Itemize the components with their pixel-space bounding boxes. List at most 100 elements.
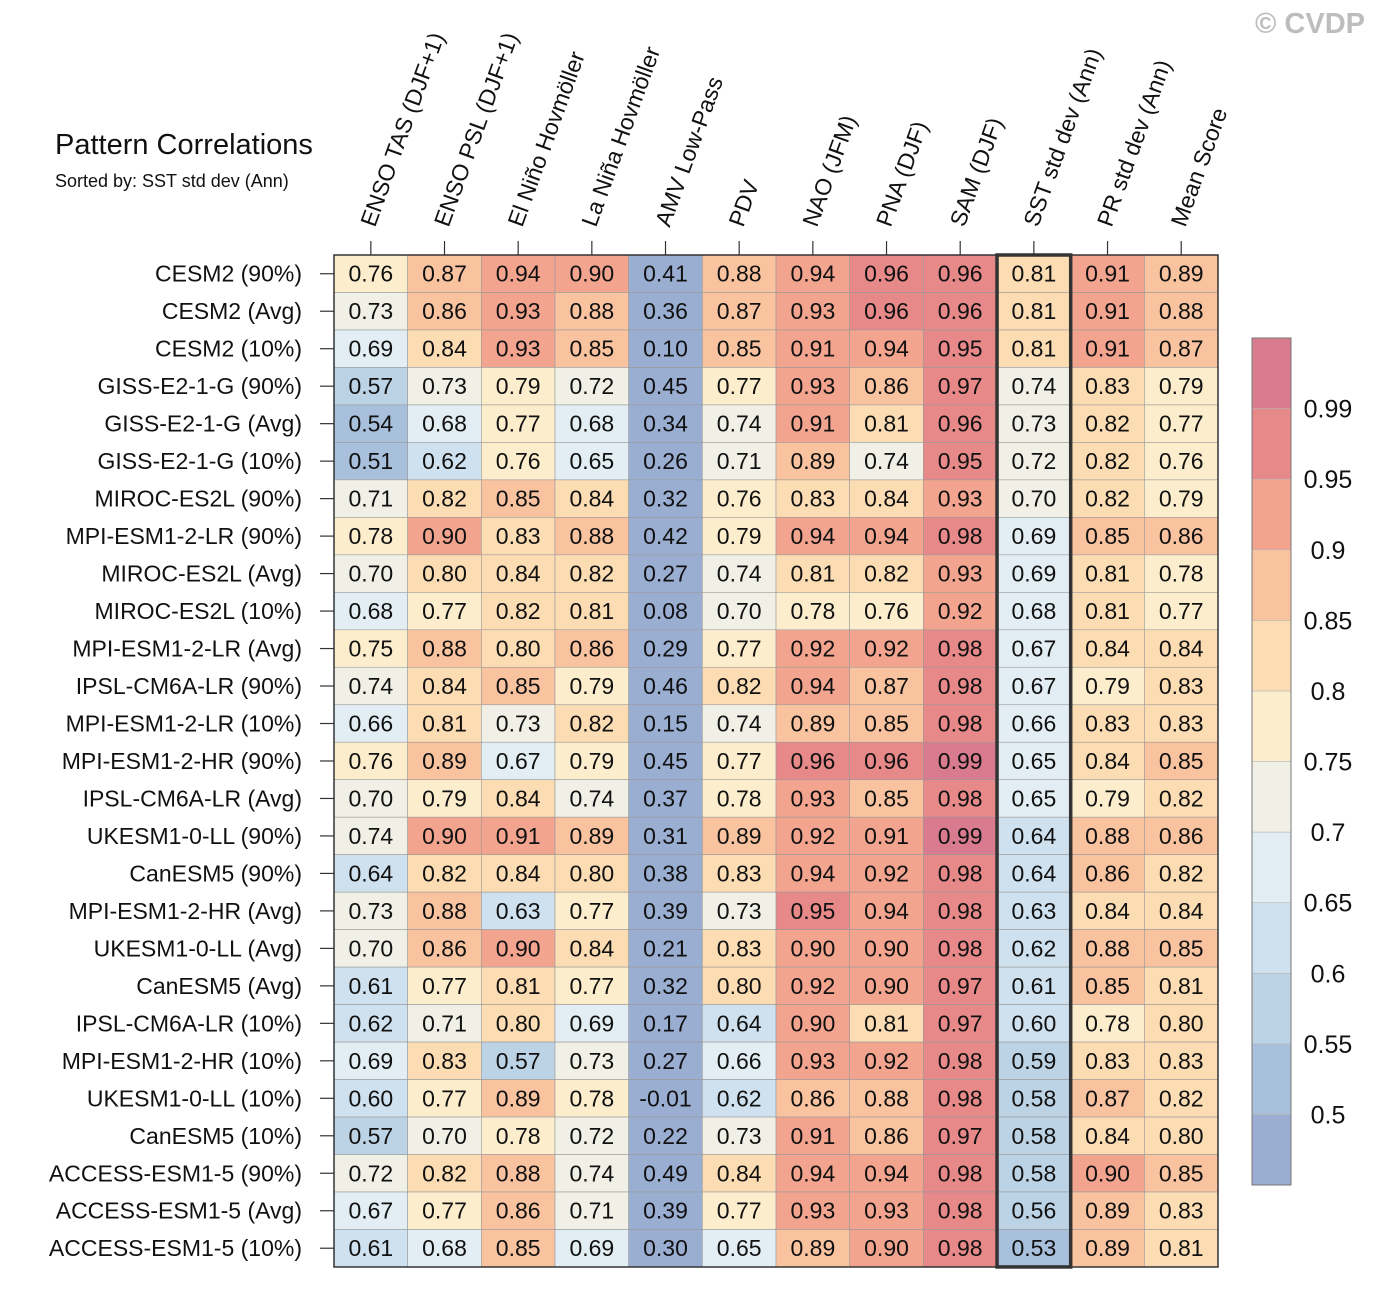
- cell-value: 0.91: [496, 823, 541, 849]
- cell-value: 0.89: [790, 711, 835, 737]
- cell-value: 0.34: [643, 411, 688, 437]
- heatmap-cell: [1144, 704, 1219, 743]
- cell-value: 0.08: [643, 598, 688, 624]
- heatmap-cell: [996, 666, 1072, 706]
- cell-value: 0.98: [938, 935, 983, 961]
- cell-value: 0.84: [496, 785, 541, 811]
- heatmap-cell: [628, 1004, 703, 1043]
- heatmap-cell: [996, 741, 1072, 781]
- heatmap-cell: [554, 292, 629, 331]
- cell-value: 0.87: [1085, 1085, 1130, 1111]
- heatmap-cell: [849, 854, 924, 893]
- heatmap-cell: [407, 629, 482, 668]
- heatmap-cell: [923, 329, 998, 368]
- heatmap-cell: [481, 854, 556, 893]
- heatmap-cell: [333, 816, 408, 855]
- heatmap-cell: [849, 629, 924, 668]
- heatmap-cell: [1144, 329, 1219, 368]
- heatmap-cell: [333, 891, 408, 930]
- heatmap-cell: [1144, 1004, 1219, 1043]
- cell-value: 0.94: [790, 261, 835, 287]
- cell-value: 0.84: [1159, 898, 1204, 924]
- cell-value: 0.88: [1085, 935, 1130, 961]
- row-label: MPI-ESM1-2-LR (90%): [66, 523, 302, 549]
- heatmap-cell: [923, 891, 998, 930]
- cell-value: 0.77: [496, 411, 541, 437]
- row-label: GISS-E2-1-G (10%): [98, 448, 303, 474]
- row-labels: CESM2 (90%) CESM2 (Avg) CESM2 (10%) GISS-E2…: [49, 261, 334, 1261]
- cell-value: 0.32: [643, 486, 688, 512]
- heatmap-cell: [849, 891, 924, 930]
- heatmap-cell: [849, 1079, 924, 1118]
- cell-value: 0.94: [864, 523, 909, 549]
- cell-value: 0.68: [1011, 598, 1056, 624]
- heatmap-cell: [702, 329, 777, 368]
- watermark: © CVDP: [1255, 8, 1365, 40]
- heatmap-cell: [775, 479, 850, 518]
- heatmap-cell: [849, 517, 924, 556]
- cell-value: 0.63: [1011, 898, 1056, 924]
- cell-value: 0.80: [1159, 1010, 1204, 1036]
- cell-value: 0.95: [938, 448, 983, 474]
- heatmap-cell: [702, 1154, 777, 1193]
- heatmap-cell: [481, 779, 556, 818]
- heatmap-cell: [481, 816, 556, 855]
- cell-value: 0.89: [569, 823, 614, 849]
- cell-value: 0.85: [496, 673, 541, 699]
- cell-value: 0.93: [496, 336, 541, 362]
- heatmap-cell: [481, 891, 556, 930]
- heatmap-cell: [407, 292, 482, 331]
- cell-value: 0.64: [717, 1010, 762, 1036]
- cell-value: 0.39: [643, 1198, 688, 1224]
- row-label: UKESM1-0-LL (Avg): [94, 935, 302, 961]
- cell-value: 0.91: [1085, 261, 1130, 287]
- row-label: ACCESS-ESM1-5 (90%): [49, 1160, 302, 1186]
- cell-value: 0.77: [422, 973, 467, 999]
- cell-value: 0.88: [1159, 298, 1204, 324]
- cell-value: 0.82: [1085, 486, 1130, 512]
- heatmap-cell: [1070, 1004, 1145, 1043]
- cell-value: 0.65: [1011, 785, 1056, 811]
- colorbar-segment: [1251, 549, 1292, 621]
- cell-value: 0.61: [348, 1235, 393, 1261]
- cell-value: 0.83: [790, 486, 835, 512]
- heatmap-cell: [923, 741, 998, 781]
- sort-column-highlight: [995, 253, 1073, 1269]
- heatmap-cell: [554, 891, 629, 930]
- cell-value: 0.90: [864, 935, 909, 961]
- row-label: CESM2 (90%): [155, 261, 302, 287]
- cell-value: 0.66: [1011, 711, 1056, 737]
- heatmap-cell: [996, 704, 1072, 743]
- heatmap-cell: [702, 779, 777, 818]
- cell-value: 0.85: [864, 711, 909, 737]
- heatmap-cell: [996, 1191, 1072, 1230]
- colorbar-segment: [1251, 620, 1292, 692]
- cell-value: 0.90: [1085, 1160, 1130, 1186]
- column-label: Mean Score: [1165, 104, 1232, 229]
- cell-value: 0.80: [1159, 1123, 1204, 1149]
- heatmap-cell: [1144, 966, 1219, 1005]
- cell-value: 0.85: [569, 336, 614, 362]
- colorbar-label: 0.65: [1304, 890, 1353, 918]
- cell-value: 0.96: [864, 298, 909, 324]
- cell-value: 0.94: [790, 523, 835, 549]
- cell-value: 0.99: [938, 823, 983, 849]
- heatmap-cell: [481, 966, 556, 1005]
- cell-value: 0.84: [422, 336, 467, 362]
- cell-value: 0.86: [422, 935, 467, 961]
- heatmap-cell: [554, 704, 629, 743]
- heatmap-cell: [628, 666, 703, 706]
- cell-value: 0.74: [348, 823, 393, 849]
- heatmap-cell: [481, 1116, 556, 1155]
- cell-value: 0.73: [348, 898, 393, 924]
- heatmap-cell: [775, 592, 850, 631]
- cell-value: 0.46: [643, 673, 688, 699]
- cell-value: 0.93: [790, 298, 835, 324]
- cell-value: 0.84: [422, 673, 467, 699]
- row-label: MPI-ESM1-2-LR (Avg): [72, 636, 302, 662]
- heatmap-cell: [554, 592, 629, 631]
- heatmap-cell: [923, 779, 998, 818]
- cell-value: 0.69: [348, 1048, 393, 1074]
- cell-value: 0.37: [643, 785, 688, 811]
- heatmap-cell: [407, 704, 482, 743]
